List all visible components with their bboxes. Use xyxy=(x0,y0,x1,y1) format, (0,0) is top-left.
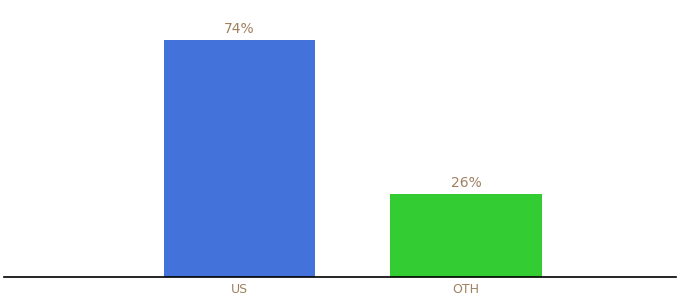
Text: 74%: 74% xyxy=(224,22,254,36)
Text: 26%: 26% xyxy=(451,176,481,190)
Bar xyxy=(390,194,541,277)
Bar xyxy=(164,40,315,277)
